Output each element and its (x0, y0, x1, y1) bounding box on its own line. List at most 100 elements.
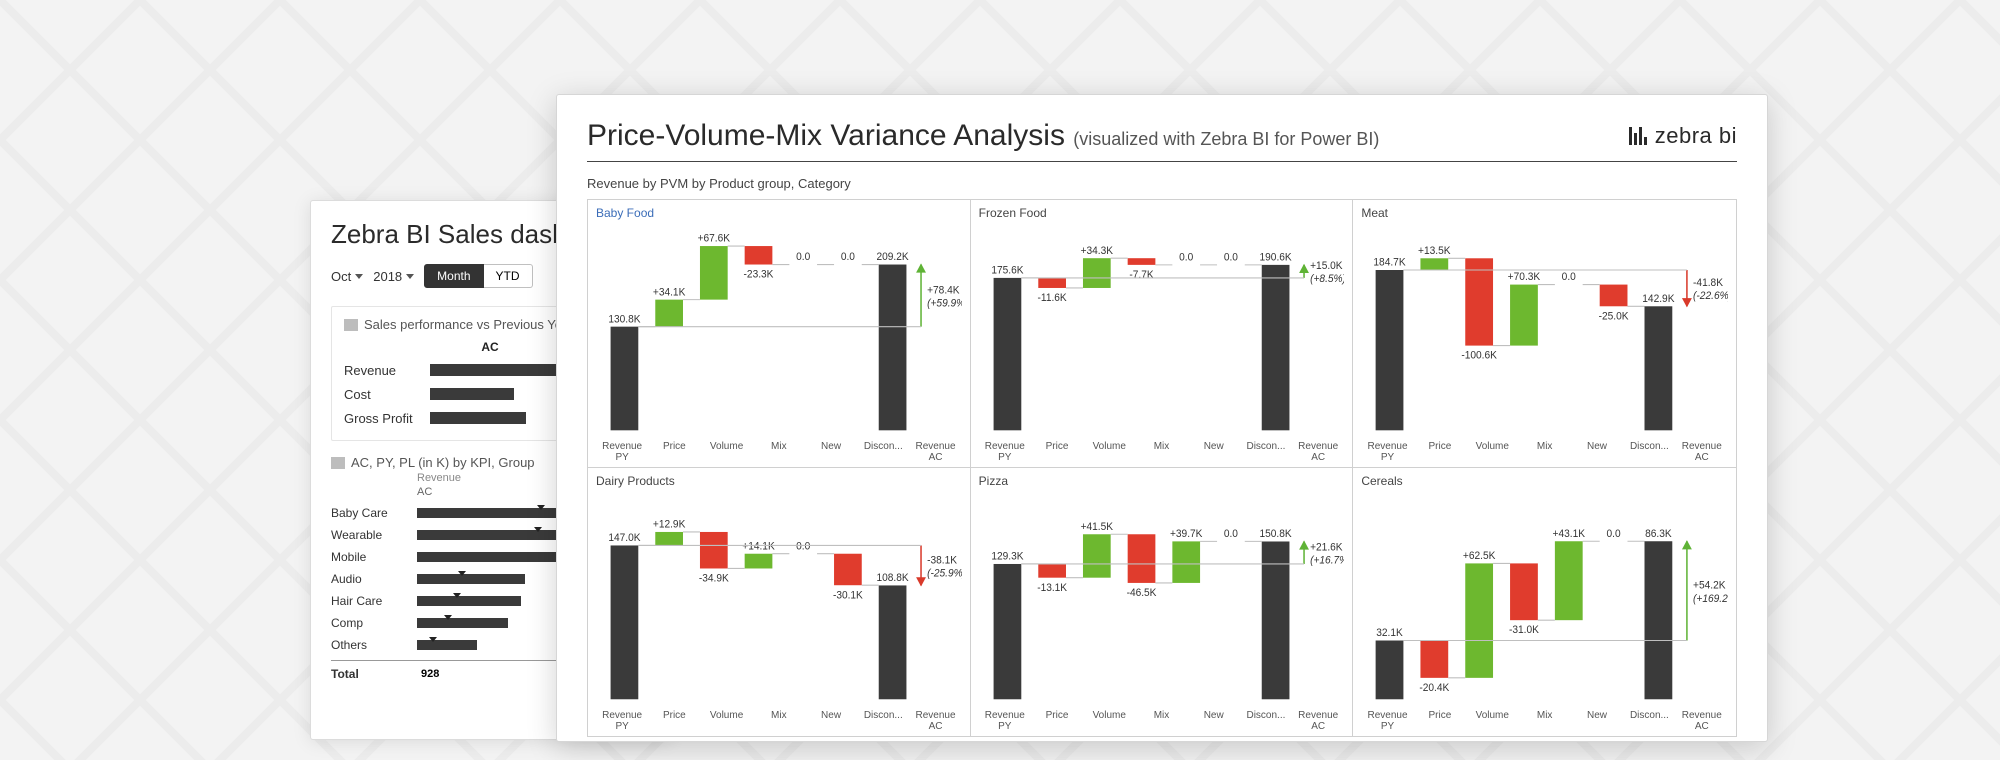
svg-text:209.2K: 209.2K (877, 251, 909, 263)
segment-month-button[interactable]: Month (424, 264, 483, 288)
waterfall-chart: 184.7K+13.5K-100.6K+70.3K0.0-25.0K142.9K… (1361, 222, 1728, 439)
kpi-total-value: 928 (421, 668, 439, 680)
svg-text:184.7K: 184.7K (1374, 256, 1406, 268)
x-axis-labels: RevenuePYPriceVolumeMixNewDiscon...Reven… (979, 710, 1345, 732)
segment-ytd-button[interactable]: YTD (484, 264, 533, 288)
waterfall-chart: 32.1K -20.4K +62.5K -31.0K +43.1K 0.0 86.3K +54… (1361, 490, 1728, 708)
svg-text:175.6K: 175.6K (991, 264, 1023, 276)
brand-text: zebra bi (1655, 123, 1737, 149)
svg-text:(-22.6%): (-22.6%) (1693, 290, 1728, 302)
chart-icon (331, 457, 345, 469)
svg-text:190.6K: 190.6K (1259, 251, 1291, 263)
svg-text:(+8.5%): (+8.5%) (1310, 273, 1345, 285)
svg-text:+12.9K: +12.9K (653, 518, 685, 530)
svg-text:+34.1K: +34.1K (653, 286, 685, 298)
svg-text:129.3K: 129.3K (991, 550, 1023, 562)
chart-cell: Cereals 32.1K -20.4K +62.5K -31.0K +43.1K 0.0… (1353, 468, 1736, 736)
svg-text:+67.6K: +67.6K (698, 232, 730, 244)
svg-text:150.8K: 150.8K (1259, 528, 1291, 540)
year-dropdown[interactable]: 2018 (373, 269, 414, 284)
kpi-row-label: Comp (331, 616, 417, 630)
pvm-header: Price-Volume-Mix Variance Analysis (visu… (587, 119, 1737, 162)
svg-text:-7.7K: -7.7K (1129, 269, 1153, 281)
svg-text:(-25.9%): (-25.9%) (927, 567, 962, 579)
svg-text:+41.5K: +41.5K (1080, 521, 1112, 533)
chart-title: Meat (1361, 206, 1728, 220)
svg-text:0.0: 0.0 (796, 540, 810, 552)
x-axis-labels: RevenuePYPriceVolumeMixNewDiscon...Reven… (596, 710, 962, 732)
svg-text:0.0: 0.0 (1607, 528, 1621, 540)
x-axis-labels: RevenuePYPriceVolumeMixNewDiscon...Reven… (596, 441, 962, 463)
svg-text:+34.3K: +34.3K (1080, 245, 1112, 257)
x-axis-labels: RevenuePYPriceVolumeMixNewDiscon...Reven… (1361, 441, 1728, 463)
svg-text:-46.5K: -46.5K (1126, 587, 1156, 599)
metric-label: Revenue (344, 363, 430, 378)
brand-mark-icon (1629, 127, 1647, 145)
month-dropdown[interactable]: Oct (331, 269, 363, 284)
svg-text:0.0: 0.0 (796, 251, 810, 263)
svg-text:130.8K: 130.8K (608, 313, 640, 325)
brand-logo: zebra bi (1629, 123, 1737, 149)
waterfall-chart: 130.8K+34.1K+67.6K-23.3K0.00.0209.2K+78.… (596, 222, 962, 439)
svg-text:142.9K: 142.9K (1643, 293, 1675, 305)
chevron-down-icon (355, 274, 363, 279)
kpi-row-label: Mobile (331, 550, 417, 564)
svg-text:+78.4K: +78.4K (927, 284, 959, 296)
svg-text:-20.4K: -20.4K (1420, 682, 1450, 694)
x-axis-labels: RevenuePYPriceVolumeMixNewDiscon...Reven… (1361, 710, 1728, 732)
waterfall-chart: 129.3K-13.1K+41.5K-46.5K+39.7K0.0150.8K+… (979, 490, 1345, 708)
chart-cell: Frozen Food 175.6K -11.6K +34.3K -7.7K 0.0 0.… (971, 200, 1354, 468)
svg-text:0.0: 0.0 (1224, 251, 1238, 263)
kpi-row-label: Baby Care (331, 506, 417, 520)
kpi-row-label: Audio (331, 572, 417, 586)
metric-label: Cost (344, 387, 430, 402)
chart-icon (344, 319, 358, 331)
svg-text:+70.3K: +70.3K (1508, 271, 1541, 283)
svg-text:-23.3K: -23.3K (744, 268, 774, 280)
svg-text:+54.2K: +54.2K (1693, 579, 1726, 591)
svg-text:-11.6K: -11.6K (1037, 292, 1066, 304)
svg-text:+62.5K: +62.5K (1463, 550, 1496, 562)
svg-text:+15.0K: +15.0K (1310, 260, 1342, 272)
svg-text:(+16.7%): (+16.7%) (1310, 554, 1345, 566)
chart-title: Dairy Products (596, 474, 962, 488)
waterfall-chart: 175.6K -11.6K +34.3K -7.7K 0.0 0.0 190.6K +15.0… (979, 222, 1345, 439)
kpi-row-label: Wearable (331, 528, 417, 542)
svg-text:-41.8K: -41.8K (1693, 277, 1723, 289)
chart-cell: Dairy Products 147.0K+12.9K-34.9K+14.1K0… (588, 468, 971, 736)
svg-text:(+59.9%): (+59.9%) (927, 297, 962, 309)
chart-title: Cereals (1361, 474, 1728, 488)
svg-text:-30.1K: -30.1K (833, 589, 863, 601)
svg-text:-25.0K: -25.0K (1599, 310, 1629, 322)
kpi-total-label: Total (331, 667, 417, 681)
chart-title: Frozen Food (979, 206, 1345, 220)
chart-section-title: Revenue by PVM by Product group, Categor… (587, 176, 1737, 191)
pvm-analysis-panel: Price-Volume-Mix Variance Analysis (visu… (556, 94, 1768, 742)
svg-text:+13.5K: +13.5K (1418, 245, 1451, 257)
svg-text:+43.1K: +43.1K (1553, 528, 1586, 540)
svg-text:0.0: 0.0 (1224, 528, 1238, 540)
svg-text:147.0K: 147.0K (608, 532, 640, 544)
pvm-title: Price-Volume-Mix Variance Analysis (visu… (587, 119, 1379, 153)
chart-cell: Pizza 129.3K-13.1K+41.5K-46.5K+39.7K0.01… (971, 468, 1354, 736)
year-dropdown-label: 2018 (373, 269, 402, 284)
chart-grid: Baby Food 130.8K +34.1K +67.6K -23.3K 0.0 0.0… (587, 199, 1737, 737)
metric-label: Gross Profit (344, 411, 430, 426)
svg-text:-100.6K: -100.6K (1462, 349, 1498, 361)
chart-title[interactable]: Baby Food (596, 206, 962, 220)
svg-text:+39.7K: +39.7K (1170, 528, 1202, 540)
month-dropdown-label: Oct (331, 269, 351, 284)
x-axis-labels: RevenuePYPriceVolumeMixNewDiscon...Reven… (979, 441, 1345, 463)
kpi-row-label: Hair Care (331, 594, 417, 608)
svg-text:86.3K: 86.3K (1645, 528, 1672, 540)
chart-title: Pizza (979, 474, 1345, 488)
svg-text:0.0: 0.0 (1179, 251, 1193, 263)
svg-text:+21.6K: +21.6K (1310, 541, 1342, 553)
kpi-row-label: Others (331, 638, 417, 652)
svg-text:108.8K: 108.8K (877, 572, 909, 584)
svg-text:-31.0K: -31.0K (1509, 624, 1539, 636)
svg-text:-38.1K: -38.1K (927, 554, 957, 566)
chart-cell: Meat 184.7K+13.5K-100.6K+70.3K0.0-25.0K1… (1353, 200, 1736, 468)
chevron-down-icon (406, 274, 414, 279)
svg-text:32.1K: 32.1K (1377, 627, 1404, 639)
